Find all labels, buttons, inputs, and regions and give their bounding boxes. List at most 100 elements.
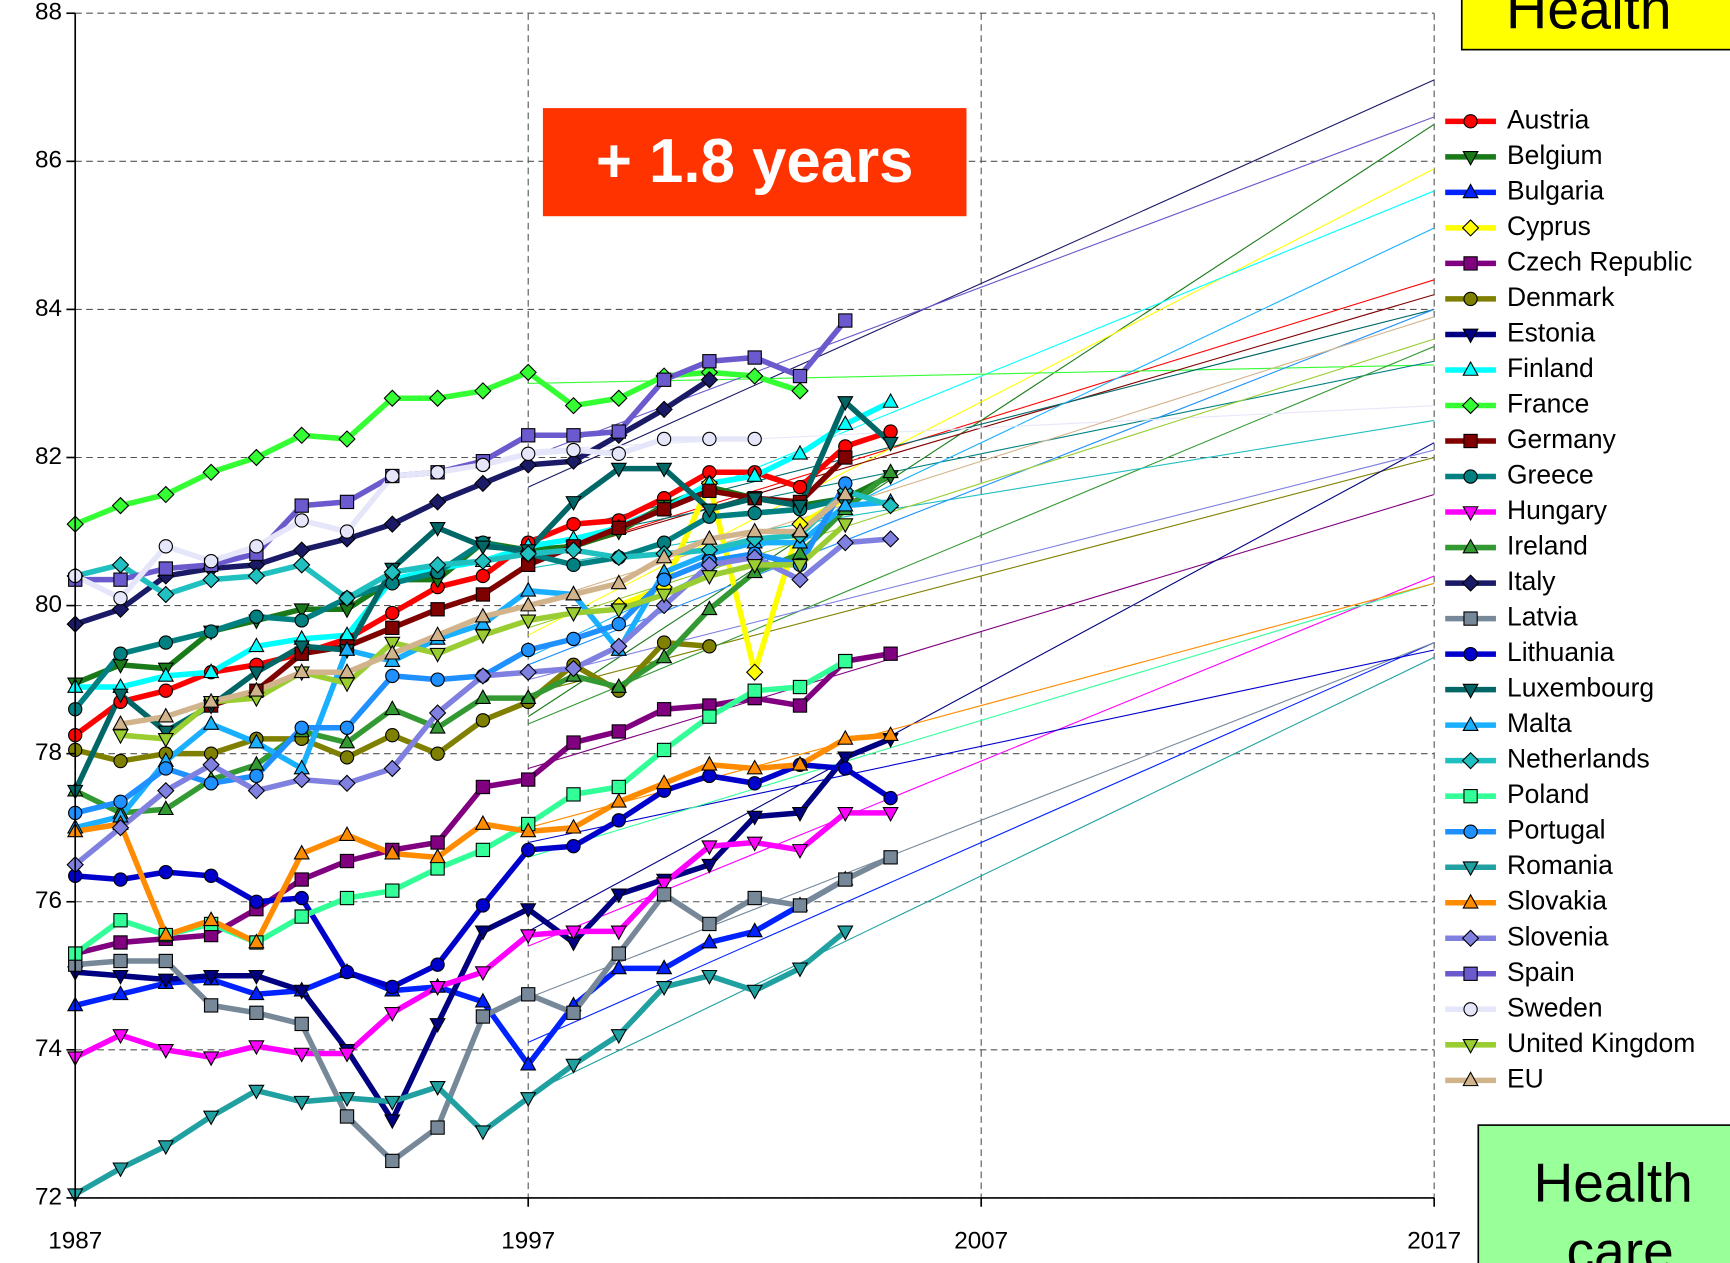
y-tick-label: 76	[35, 887, 62, 914]
marker	[429, 718, 446, 734]
marker	[475, 568, 491, 584]
marker	[610, 574, 628, 590]
marker	[746, 466, 763, 482]
marker	[655, 588, 673, 604]
marker	[701, 570, 718, 586]
marker	[294, 513, 309, 528]
marker	[702, 431, 717, 447]
marker	[566, 787, 581, 802]
marker	[838, 761, 853, 776]
trend-line	[528, 649, 1435, 844]
marker	[157, 485, 175, 504]
legend-label: Estonia	[1507, 317, 1596, 347]
marker	[746, 984, 763, 1000]
marker	[610, 925, 628, 941]
marker	[565, 496, 582, 512]
marker	[385, 468, 400, 484]
trend-line	[528, 360, 1435, 547]
trend-line	[527, 308, 1435, 666]
x-tick-label: 2007	[954, 1227, 1008, 1254]
marker	[339, 750, 355, 765]
marker	[702, 483, 717, 498]
marker	[384, 636, 401, 652]
marker	[519, 596, 537, 612]
marker	[157, 585, 175, 604]
marker	[838, 450, 853, 465]
marker	[610, 677, 628, 693]
marker	[837, 751, 854, 767]
marker	[383, 563, 402, 581]
marker	[610, 1029, 628, 1045]
series-line	[74, 762, 893, 990]
marker	[385, 979, 400, 995]
marker	[112, 1029, 129, 1045]
marker	[293, 1047, 310, 1063]
trend-line	[527, 656, 1435, 1095]
marker	[701, 969, 718, 985]
marker	[339, 964, 355, 980]
marker	[112, 1162, 129, 1178]
marker	[430, 672, 445, 687]
marker	[202, 692, 220, 708]
y-tick-label: 72	[35, 1183, 62, 1210]
marker	[791, 444, 809, 460]
marker	[158, 561, 173, 576]
legend-label: Slovenia	[1507, 921, 1609, 951]
marker	[791, 962, 809, 978]
marker	[519, 822, 537, 838]
marker	[158, 761, 173, 776]
marker	[701, 600, 718, 616]
marker	[475, 842, 491, 858]
marker	[339, 890, 355, 906]
marker	[519, 1092, 537, 1108]
marker	[519, 614, 537, 630]
series-lines	[72, 318, 893, 1197]
marker	[792, 898, 808, 913]
x-tick-label: 1987	[48, 1227, 102, 1254]
marker	[838, 653, 853, 669]
marker	[428, 493, 447, 511]
marker	[701, 529, 718, 545]
series-line	[73, 495, 846, 711]
marker	[339, 494, 355, 510]
marker	[113, 794, 128, 809]
marker	[838, 313, 853, 328]
marker	[475, 587, 491, 602]
marker	[565, 607, 582, 623]
marker	[702, 709, 717, 724]
marker	[610, 792, 628, 808]
marker	[881, 496, 900, 515]
marker	[339, 720, 355, 735]
marker	[293, 603, 310, 619]
y-tick-label: 86	[35, 147, 62, 174]
marker	[293, 1095, 310, 1111]
marker	[248, 933, 265, 949]
marker	[338, 589, 356, 607]
marker	[837, 496, 854, 512]
marker	[566, 839, 581, 854]
marker	[430, 835, 445, 850]
series-line	[73, 929, 848, 1197]
marker	[519, 689, 537, 704]
marker	[746, 836, 763, 852]
marker	[474, 966, 492, 982]
legend-label: Luxembourg	[1507, 673, 1654, 703]
series-line	[74, 482, 848, 816]
marker	[1462, 1071, 1479, 1087]
marker	[566, 735, 581, 750]
marker	[566, 557, 581, 573]
marker	[249, 894, 264, 909]
marker	[746, 522, 763, 538]
marker	[292, 426, 311, 445]
marker	[1461, 751, 1480, 770]
marker	[1462, 861, 1479, 877]
marker	[338, 430, 356, 448]
marker	[474, 540, 492, 556]
marker	[655, 648, 673, 664]
marker	[656, 742, 672, 758]
marker	[521, 428, 536, 443]
marker	[792, 368, 808, 384]
marker	[202, 1051, 220, 1067]
marker	[429, 626, 446, 642]
marker	[385, 668, 400, 684]
